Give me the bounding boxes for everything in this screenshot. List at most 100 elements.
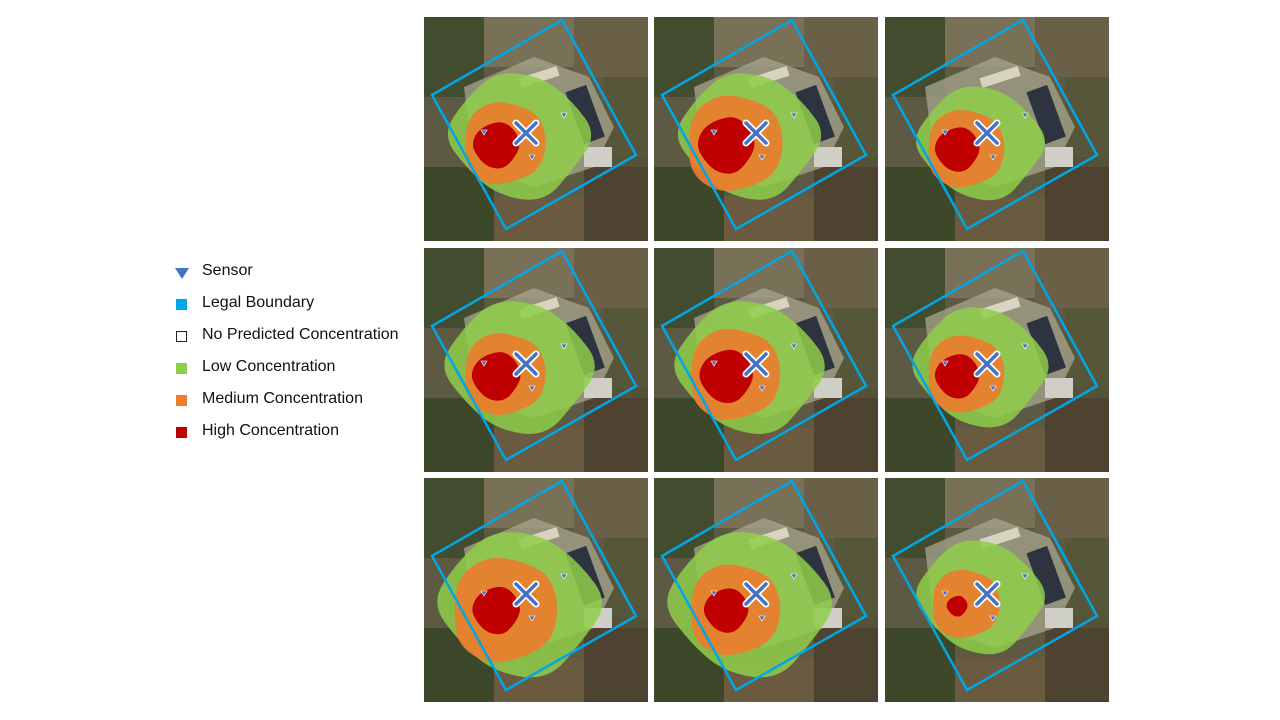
high-concentration-zone <box>946 595 968 617</box>
sensor-icon <box>941 129 949 136</box>
sensor-icon <box>790 573 798 580</box>
map-panel-4 <box>424 248 648 472</box>
satellite-map <box>424 478 648 702</box>
field-patch <box>484 478 574 528</box>
field-patch <box>814 157 878 241</box>
high-concentration-zone <box>934 127 980 172</box>
field-patch <box>885 628 955 702</box>
field-patch <box>724 428 814 472</box>
legal-boundary <box>660 18 868 231</box>
square-swatch-icon <box>176 395 187 406</box>
building <box>814 378 842 398</box>
high-concentration-zone <box>472 586 520 635</box>
source-x-icon <box>973 580 1001 608</box>
map-panel-1 <box>424 17 648 241</box>
map-panel-7 <box>424 478 648 702</box>
building <box>1045 378 1073 398</box>
field-patch <box>714 248 804 298</box>
legend-label: No Predicted Concentration <box>202 326 399 343</box>
triangle-down-icon <box>175 268 189 279</box>
building <box>1045 147 1073 167</box>
field-patch <box>885 398 955 472</box>
satellite-map <box>885 478 1109 702</box>
field-patch <box>574 478 648 538</box>
sensor-icon <box>560 112 568 119</box>
map-panel-2 <box>654 17 878 241</box>
legal-boundary <box>430 18 638 231</box>
map-panel-6 <box>885 248 1109 472</box>
legal-boundary <box>891 18 1099 231</box>
sensor-icon <box>758 615 766 622</box>
high-concentration-zone <box>934 354 980 399</box>
legal-boundary <box>660 479 868 692</box>
map-panel-5 <box>654 248 878 472</box>
source-x-icon <box>742 119 770 147</box>
sensor-icon <box>710 129 718 136</box>
sensor-icon <box>528 615 536 622</box>
field-patch <box>484 248 574 298</box>
source-x-stroke <box>975 121 999 145</box>
legend-label: Sensor <box>202 262 253 279</box>
building <box>814 147 842 167</box>
field-patch <box>724 197 814 241</box>
source-x-stroke <box>744 582 768 606</box>
source-x-icon <box>512 119 540 147</box>
sensor-icon <box>480 360 488 367</box>
legal-boundary <box>430 249 638 462</box>
building <box>1045 608 1073 628</box>
field-patch <box>1035 478 1109 538</box>
sensor-icon <box>941 360 949 367</box>
square-swatch-icon <box>176 331 187 342</box>
field-patch <box>714 17 804 67</box>
building <box>795 84 835 145</box>
legend-item-sensor: Sensor <box>170 258 430 286</box>
field-patch <box>955 428 1045 472</box>
field-patch <box>584 388 648 472</box>
field-patch <box>584 157 648 241</box>
legal-boundary <box>430 479 638 692</box>
field-patch <box>1045 388 1109 472</box>
legal-boundary <box>891 479 1099 692</box>
sensor-icon <box>1021 573 1029 580</box>
field-patch <box>804 248 878 308</box>
satellite-map <box>654 478 878 702</box>
sensor-icon <box>1021 343 1029 350</box>
sensor-icon <box>790 343 798 350</box>
sensor-icon <box>989 615 997 622</box>
building <box>1026 84 1066 145</box>
field-patch <box>584 618 648 702</box>
source-x-stroke <box>514 121 538 145</box>
legend-item-high: High Concentration <box>170 418 430 446</box>
source-x-icon <box>973 350 1001 378</box>
field-patch <box>814 618 878 702</box>
field-patch <box>1035 248 1109 308</box>
field-patch <box>955 658 1045 702</box>
sensor-icon <box>790 112 798 119</box>
legend-item-boundary: Legal Boundary <box>170 290 430 318</box>
building <box>565 84 605 145</box>
square-swatch-icon <box>176 427 187 438</box>
field-patch <box>494 428 584 472</box>
sensor-icon <box>528 154 536 161</box>
source-x-icon <box>973 119 1001 147</box>
building <box>584 378 612 398</box>
satellite-map <box>424 17 648 241</box>
sensor-icon <box>710 590 718 597</box>
field-patch <box>574 248 648 308</box>
square-swatch-icon <box>176 299 187 310</box>
satellite-map <box>654 17 878 241</box>
satellite-map <box>654 248 878 472</box>
sensor-icon <box>560 343 568 350</box>
field-patch <box>1045 157 1109 241</box>
sensor-icon <box>989 385 997 392</box>
square-swatch-icon <box>176 363 187 374</box>
satellite-map <box>885 17 1109 241</box>
sensor-icon <box>480 590 488 597</box>
map-panel-8 <box>654 478 878 702</box>
source-x-icon <box>742 580 770 608</box>
field-patch <box>714 478 804 528</box>
legend-item-med: Medium Concentration <box>170 386 430 414</box>
field-patch <box>945 17 1035 67</box>
legend-label: High Concentration <box>202 422 339 439</box>
sensor-icon <box>758 154 766 161</box>
